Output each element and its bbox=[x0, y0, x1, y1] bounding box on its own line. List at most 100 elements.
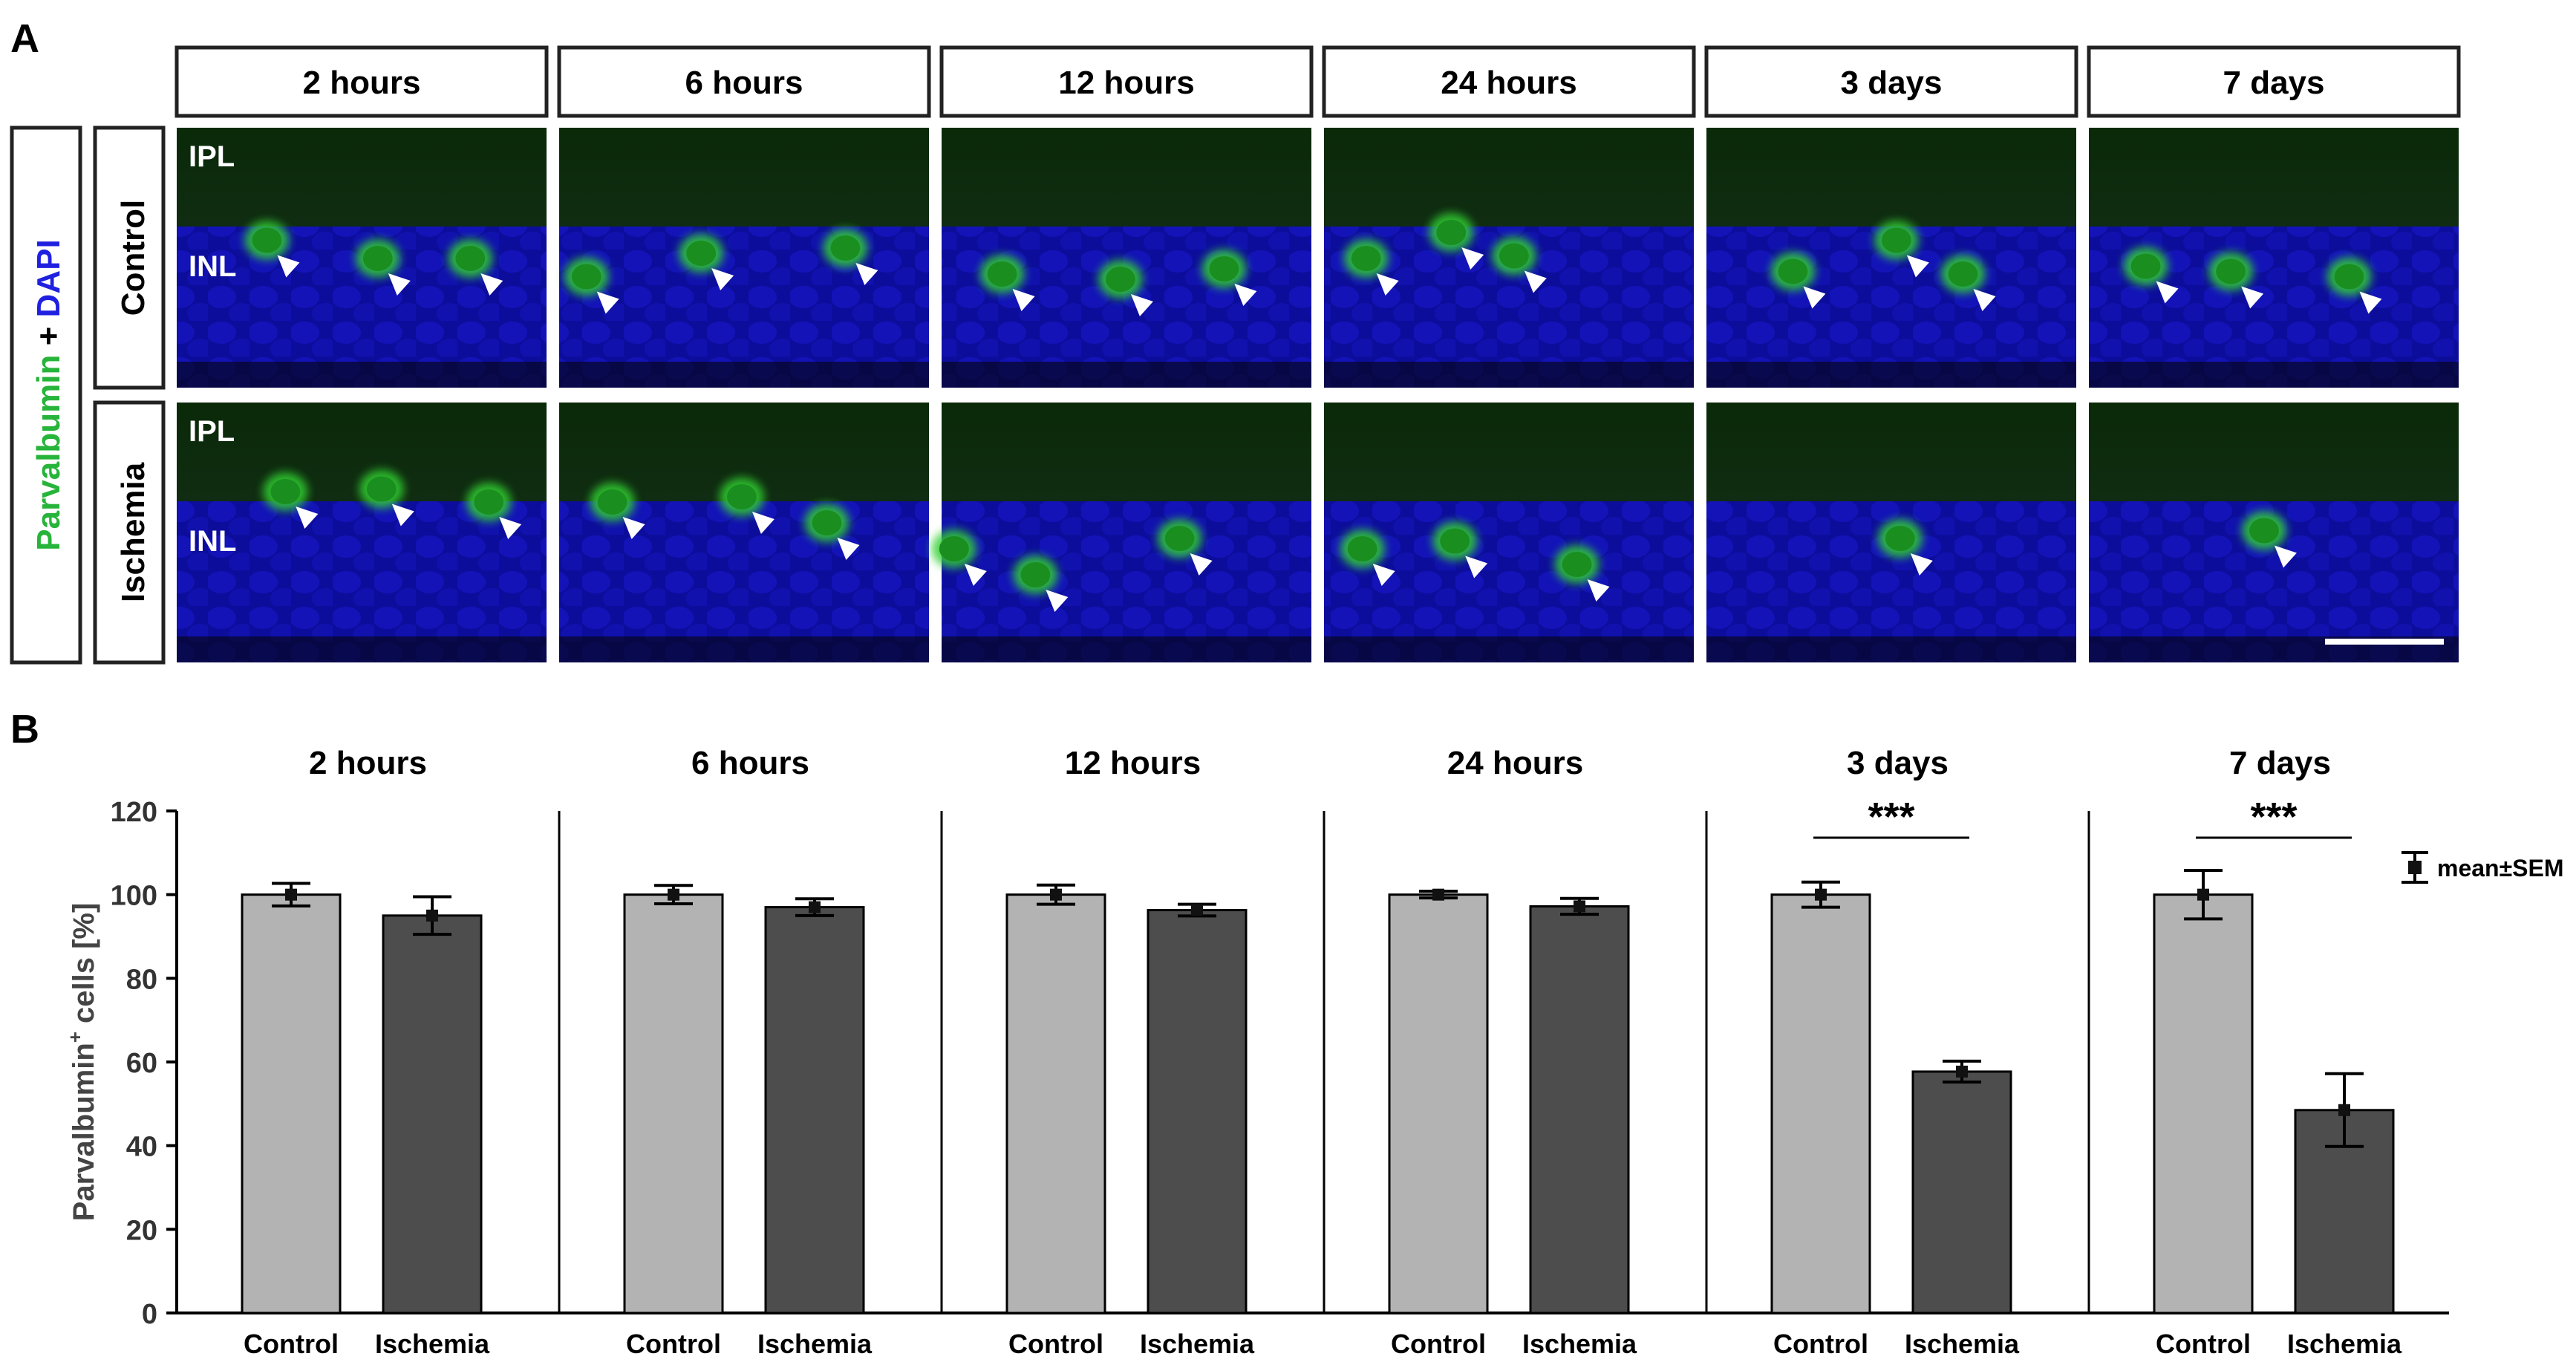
mean-marker-control bbox=[285, 888, 297, 901]
mean-marker-control bbox=[2197, 888, 2209, 901]
x-category-control: Control bbox=[244, 1329, 339, 1359]
ipl-layer bbox=[1324, 128, 1694, 227]
arrowhead-icon bbox=[1376, 273, 1399, 296]
arrowhead-icon bbox=[391, 504, 414, 527]
arrowhead-icon bbox=[855, 263, 878, 285]
arrowhead-icon bbox=[277, 255, 300, 278]
cell-body bbox=[987, 261, 1017, 287]
cell-body bbox=[812, 510, 842, 535]
cell-body bbox=[1347, 536, 1377, 561]
bar-control bbox=[623, 893, 724, 1314]
bottom-dark-band bbox=[1324, 362, 1694, 388]
stain-marker: Parvalbumin bbox=[30, 355, 67, 551]
group-title-12-hours: 12 hours bbox=[1065, 745, 1201, 781]
column-header-box-3-days bbox=[1704, 45, 2078, 118]
bar-control bbox=[1770, 893, 1871, 1314]
bar-ischemia bbox=[1147, 909, 1248, 1314]
cell-body bbox=[362, 246, 393, 271]
x-category-ischemia: Ischemia bbox=[375, 1329, 490, 1359]
arrowhead-icon bbox=[1906, 255, 1929, 278]
ipl-layer bbox=[177, 128, 547, 227]
cell-body bbox=[2216, 258, 2246, 284]
arrowhead-icon bbox=[296, 506, 319, 529]
mean-marker-ischemia bbox=[1956, 1065, 1968, 1078]
x-category-control: Control bbox=[1008, 1329, 1103, 1359]
arrowhead-icon bbox=[711, 268, 734, 290]
x-category-control: Control bbox=[2156, 1329, 2251, 1359]
column-header-2-hours: 2 hours bbox=[303, 65, 421, 101]
mean-marker-control bbox=[1815, 888, 1827, 901]
y-tick-label: 120 bbox=[111, 797, 157, 828]
bottom-dark-band bbox=[559, 636, 929, 662]
micrograph-control-12-hours bbox=[942, 128, 1311, 388]
arrowhead-icon bbox=[1190, 553, 1213, 576]
y-tick-label: 20 bbox=[126, 1215, 157, 1246]
x-category-ischemia: Ischemia bbox=[1140, 1329, 1255, 1359]
cell-body bbox=[1351, 246, 1381, 271]
x-category-control: Control bbox=[1773, 1329, 1868, 1359]
arrowhead-icon bbox=[1012, 289, 1035, 311]
cell-body bbox=[2130, 253, 2161, 279]
inl-layer bbox=[559, 501, 929, 662]
significance-stars: *** bbox=[2250, 795, 2297, 839]
bottom-dark-band bbox=[942, 636, 1311, 662]
ipl-layer bbox=[2089, 128, 2459, 227]
bar-ischemia bbox=[382, 914, 483, 1314]
micrograph-control-6-hours bbox=[559, 128, 929, 388]
micrograph-control-7-days bbox=[2089, 128, 2459, 388]
cell-body bbox=[455, 246, 486, 271]
mean-marker-ischemia bbox=[809, 901, 821, 913]
cell-body bbox=[270, 479, 301, 504]
layer-label-ipl: IPL bbox=[189, 415, 235, 448]
cell-body bbox=[1885, 526, 1915, 551]
arrowhead-icon bbox=[1803, 286, 1826, 309]
arrowhead-icon bbox=[2274, 545, 2297, 568]
micrograph-ischemia-7-days bbox=[2089, 403, 2459, 662]
y-axis-label-main: Parvalbumin bbox=[68, 1043, 100, 1221]
y-axis-label: Parvalbumin+ cells [%] bbox=[64, 903, 100, 1222]
arrowhead-icon bbox=[480, 273, 503, 296]
column-header-box-12-hours bbox=[939, 45, 1314, 118]
inl-layer bbox=[177, 501, 547, 662]
layer-label-inl: INL bbox=[189, 525, 236, 558]
mean-marker-ischemia bbox=[426, 909, 438, 922]
cell-body bbox=[571, 264, 601, 290]
row-label-control: Control bbox=[115, 200, 151, 316]
legend-label: mean±SEM bbox=[2437, 855, 2564, 882]
significance-stars: *** bbox=[1868, 795, 1914, 839]
cell-body bbox=[1209, 256, 1239, 281]
ipl-layer bbox=[1324, 403, 1694, 501]
cell-body bbox=[597, 489, 627, 515]
cell-body bbox=[1105, 267, 1135, 292]
mean-marker-ischemia bbox=[1191, 904, 1203, 916]
ipl-layer bbox=[942, 403, 1311, 501]
x-category-control: Control bbox=[626, 1329, 721, 1359]
mean-marker-ischemia bbox=[2338, 1104, 2350, 1116]
cell-body bbox=[474, 489, 504, 515]
bar-control bbox=[1388, 893, 1489, 1314]
cell-body bbox=[2249, 518, 2279, 544]
layer-label-inl: INL bbox=[189, 250, 236, 283]
ipl-layer bbox=[1706, 403, 2076, 501]
micrograph-ischemia-6-hours bbox=[559, 403, 929, 662]
bar-control bbox=[2153, 893, 2254, 1314]
arrowhead-icon bbox=[388, 273, 411, 296]
arrowhead-icon bbox=[2359, 291, 2382, 314]
bar-ischemia bbox=[764, 906, 865, 1314]
column-header-3-days: 3 days bbox=[1841, 65, 1943, 101]
cell-body bbox=[1562, 552, 1592, 577]
column-header-box-6-hours bbox=[557, 45, 931, 118]
column-header-6-hours: 6 hours bbox=[685, 65, 803, 101]
y-tick-label: 80 bbox=[126, 964, 157, 995]
bar-ischemia bbox=[1529, 905, 1630, 1314]
arrowhead-icon bbox=[751, 512, 775, 534]
layer-label-ipl: IPL bbox=[189, 140, 235, 173]
arrowhead-icon bbox=[499, 517, 522, 539]
x-category-ischemia: Ischemia bbox=[757, 1329, 873, 1359]
ipl-layer bbox=[1706, 128, 2076, 227]
cell-body bbox=[1948, 261, 1978, 287]
column-header-7-days: 7 days bbox=[2223, 65, 2325, 101]
micrograph-ischemia-2-hours: IPL INL bbox=[177, 403, 547, 662]
group-title-2-hours: 2 hours bbox=[309, 745, 427, 781]
arrowhead-icon bbox=[837, 538, 860, 560]
